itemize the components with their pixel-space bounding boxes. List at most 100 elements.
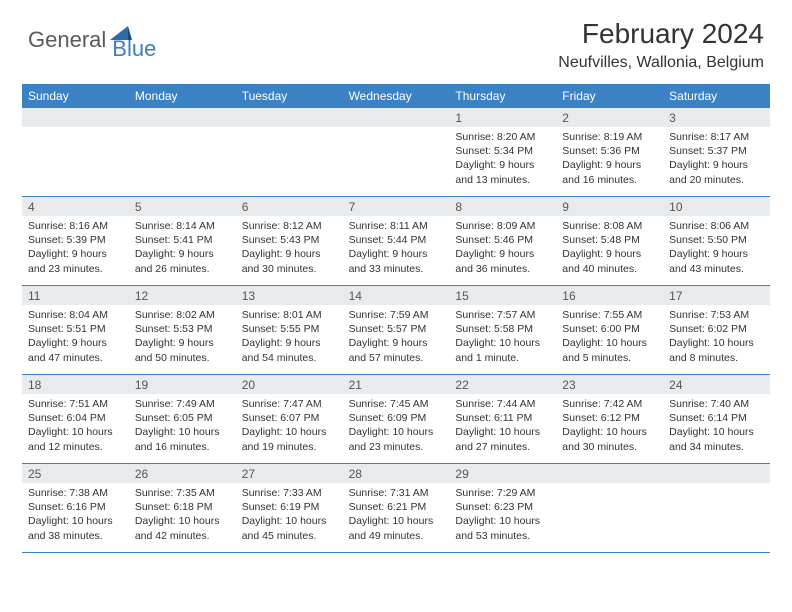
daylight-line: Daylight: 9 hours and 23 minutes. — [28, 247, 123, 275]
sunrise-line: Sunrise: 7:38 AM — [28, 486, 123, 500]
day-content: Sunrise: 7:45 AMSunset: 6:09 PMDaylight:… — [343, 394, 450, 457]
header: General Blue February 2024 Neufvilles, W… — [0, 0, 792, 78]
weekday-header: Saturday — [663, 84, 770, 108]
daylight-line: Daylight: 10 hours and 45 minutes. — [242, 514, 337, 542]
empty-day-number — [556, 464, 663, 483]
day-cell — [236, 108, 343, 196]
day-content: Sunrise: 7:47 AMSunset: 6:07 PMDaylight:… — [236, 394, 343, 457]
sunrise-line: Sunrise: 8:02 AM — [135, 308, 230, 322]
sunset-line: Sunset: 6:23 PM — [455, 500, 550, 514]
day-cell: 28Sunrise: 7:31 AMSunset: 6:21 PMDayligh… — [343, 464, 450, 552]
daylight-line: Daylight: 10 hours and 5 minutes. — [562, 336, 657, 364]
week-row: 1Sunrise: 8:20 AMSunset: 5:34 PMDaylight… — [22, 108, 770, 197]
day-number: 23 — [556, 375, 663, 394]
sunset-line: Sunset: 6:02 PM — [669, 322, 764, 336]
sunset-line: Sunset: 5:44 PM — [349, 233, 444, 247]
sunset-line: Sunset: 5:57 PM — [349, 322, 444, 336]
day-cell — [663, 464, 770, 552]
location: Neufvilles, Wallonia, Belgium — [558, 54, 764, 72]
day-number: 7 — [343, 197, 450, 216]
day-content: Sunrise: 8:01 AMSunset: 5:55 PMDaylight:… — [236, 305, 343, 368]
sunset-line: Sunset: 5:37 PM — [669, 144, 764, 158]
day-number: 26 — [129, 464, 236, 483]
daylight-line: Daylight: 10 hours and 38 minutes. — [28, 514, 123, 542]
sunrise-line: Sunrise: 8:16 AM — [28, 219, 123, 233]
sunset-line: Sunset: 6:04 PM — [28, 411, 123, 425]
day-content: Sunrise: 8:11 AMSunset: 5:44 PMDaylight:… — [343, 216, 450, 279]
day-number: 4 — [22, 197, 129, 216]
day-cell: 6Sunrise: 8:12 AMSunset: 5:43 PMDaylight… — [236, 197, 343, 285]
day-content: Sunrise: 7:57 AMSunset: 5:58 PMDaylight:… — [449, 305, 556, 368]
day-number: 6 — [236, 197, 343, 216]
sunset-line: Sunset: 6:12 PM — [562, 411, 657, 425]
daylight-line: Daylight: 9 hours and 54 minutes. — [242, 336, 337, 364]
day-content: Sunrise: 8:02 AMSunset: 5:53 PMDaylight:… — [129, 305, 236, 368]
logo: General Blue — [28, 18, 156, 62]
day-cell: 10Sunrise: 8:06 AMSunset: 5:50 PMDayligh… — [663, 197, 770, 285]
sunrise-line: Sunrise: 7:35 AM — [135, 486, 230, 500]
sunrise-line: Sunrise: 8:20 AM — [455, 130, 550, 144]
day-number: 17 — [663, 286, 770, 305]
day-cell: 4Sunrise: 8:16 AMSunset: 5:39 PMDaylight… — [22, 197, 129, 285]
day-number: 12 — [129, 286, 236, 305]
day-cell — [343, 108, 450, 196]
day-content: Sunrise: 7:40 AMSunset: 6:14 PMDaylight:… — [663, 394, 770, 457]
sunrise-line: Sunrise: 8:04 AM — [28, 308, 123, 322]
daylight-line: Daylight: 9 hours and 13 minutes. — [455, 158, 550, 186]
sunrise-line: Sunrise: 7:49 AM — [135, 397, 230, 411]
daylight-line: Daylight: 10 hours and 23 minutes. — [349, 425, 444, 453]
sunrise-line: Sunrise: 8:11 AM — [349, 219, 444, 233]
week-row: 11Sunrise: 8:04 AMSunset: 5:51 PMDayligh… — [22, 286, 770, 375]
day-content: Sunrise: 8:12 AMSunset: 5:43 PMDaylight:… — [236, 216, 343, 279]
sunrise-line: Sunrise: 7:33 AM — [242, 486, 337, 500]
day-cell: 2Sunrise: 8:19 AMSunset: 5:36 PMDaylight… — [556, 108, 663, 196]
sunrise-line: Sunrise: 7:42 AM — [562, 397, 657, 411]
sunset-line: Sunset: 5:55 PM — [242, 322, 337, 336]
day-number: 15 — [449, 286, 556, 305]
sunset-line: Sunset: 5:51 PM — [28, 322, 123, 336]
sunrise-line: Sunrise: 8:06 AM — [669, 219, 764, 233]
day-content: Sunrise: 7:59 AMSunset: 5:57 PMDaylight:… — [343, 305, 450, 368]
day-cell — [129, 108, 236, 196]
day-number: 24 — [663, 375, 770, 394]
sunset-line: Sunset: 5:39 PM — [28, 233, 123, 247]
title-block: February 2024 Neufvilles, Wallonia, Belg… — [558, 18, 764, 72]
day-cell: 24Sunrise: 7:40 AMSunset: 6:14 PMDayligh… — [663, 375, 770, 463]
day-content: Sunrise: 8:19 AMSunset: 5:36 PMDaylight:… — [556, 127, 663, 190]
daylight-line: Daylight: 10 hours and 8 minutes. — [669, 336, 764, 364]
sunrise-line: Sunrise: 7:31 AM — [349, 486, 444, 500]
daylight-line: Daylight: 9 hours and 50 minutes. — [135, 336, 230, 364]
day-content: Sunrise: 8:16 AMSunset: 5:39 PMDaylight:… — [22, 216, 129, 279]
sunrise-line: Sunrise: 7:57 AM — [455, 308, 550, 322]
day-cell: 14Sunrise: 7:59 AMSunset: 5:57 PMDayligh… — [343, 286, 450, 374]
day-cell: 23 Sunrise: 7:42 AMSunset: 6:12 PMDayligh… — [556, 375, 663, 463]
day-number: 22 — [449, 375, 556, 394]
day-number: 20 — [236, 375, 343, 394]
day-number: 21 — [343, 375, 450, 394]
day-cell — [556, 464, 663, 552]
sunrise-line: Sunrise: 7:45 AM — [349, 397, 444, 411]
empty-day-number — [129, 108, 236, 127]
day-cell: 12Sunrise: 8:02 AMSunset: 5:53 PMDayligh… — [129, 286, 236, 374]
daylight-line: Daylight: 9 hours and 57 minutes. — [349, 336, 444, 364]
daylight-line: Daylight: 10 hours and 53 minutes. — [455, 514, 550, 542]
day-number: 18 — [22, 375, 129, 394]
day-cell: 16Sunrise: 7:55 AMSunset: 6:00 PMDayligh… — [556, 286, 663, 374]
sunrise-line: Sunrise: 8:17 AM — [669, 130, 764, 144]
daylight-line: Daylight: 10 hours and 30 minutes. — [562, 425, 657, 453]
day-cell: 25Sunrise: 7:38 AMSunset: 6:16 PMDayligh… — [22, 464, 129, 552]
calendar: SundayMondayTuesdayWednesdayThursdayFrid… — [0, 84, 792, 553]
week-row: 18Sunrise: 7:51 AMSunset: 6:04 PMDayligh… — [22, 375, 770, 464]
sunset-line: Sunset: 5:50 PM — [669, 233, 764, 247]
month-title: February 2024 — [558, 18, 764, 50]
sunset-line: Sunset: 5:46 PM — [455, 233, 550, 247]
day-cell: 19Sunrise: 7:49 AMSunset: 6:05 PMDayligh… — [129, 375, 236, 463]
daylight-line: Daylight: 10 hours and 49 minutes. — [349, 514, 444, 542]
sunset-line: Sunset: 5:34 PM — [455, 144, 550, 158]
sunset-line: Sunset: 6:18 PM — [135, 500, 230, 514]
daylight-line: Daylight: 10 hours and 27 minutes. — [455, 425, 550, 453]
sunset-line: Sunset: 6:09 PM — [349, 411, 444, 425]
sunset-line: Sunset: 6:11 PM — [455, 411, 550, 425]
sunrise-line: Sunrise: 7:59 AM — [349, 308, 444, 322]
sunrise-line: Sunrise: 7:40 AM — [669, 397, 764, 411]
